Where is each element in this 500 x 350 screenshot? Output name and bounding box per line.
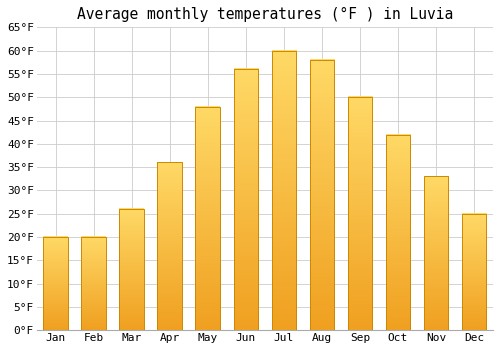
Bar: [272, 51, 296, 330]
Title: Average monthly temperatures (°F ) in Luvia: Average monthly temperatures (°F ) in Lu…: [77, 7, 453, 22]
Bar: [234, 69, 258, 330]
Bar: [386, 134, 410, 330]
Bar: [158, 162, 182, 330]
Bar: [196, 106, 220, 330]
Bar: [462, 214, 486, 330]
Bar: [82, 237, 106, 330]
Bar: [120, 209, 144, 330]
Bar: [348, 97, 372, 330]
Bar: [44, 237, 68, 330]
Bar: [424, 176, 448, 330]
Bar: [310, 60, 334, 330]
